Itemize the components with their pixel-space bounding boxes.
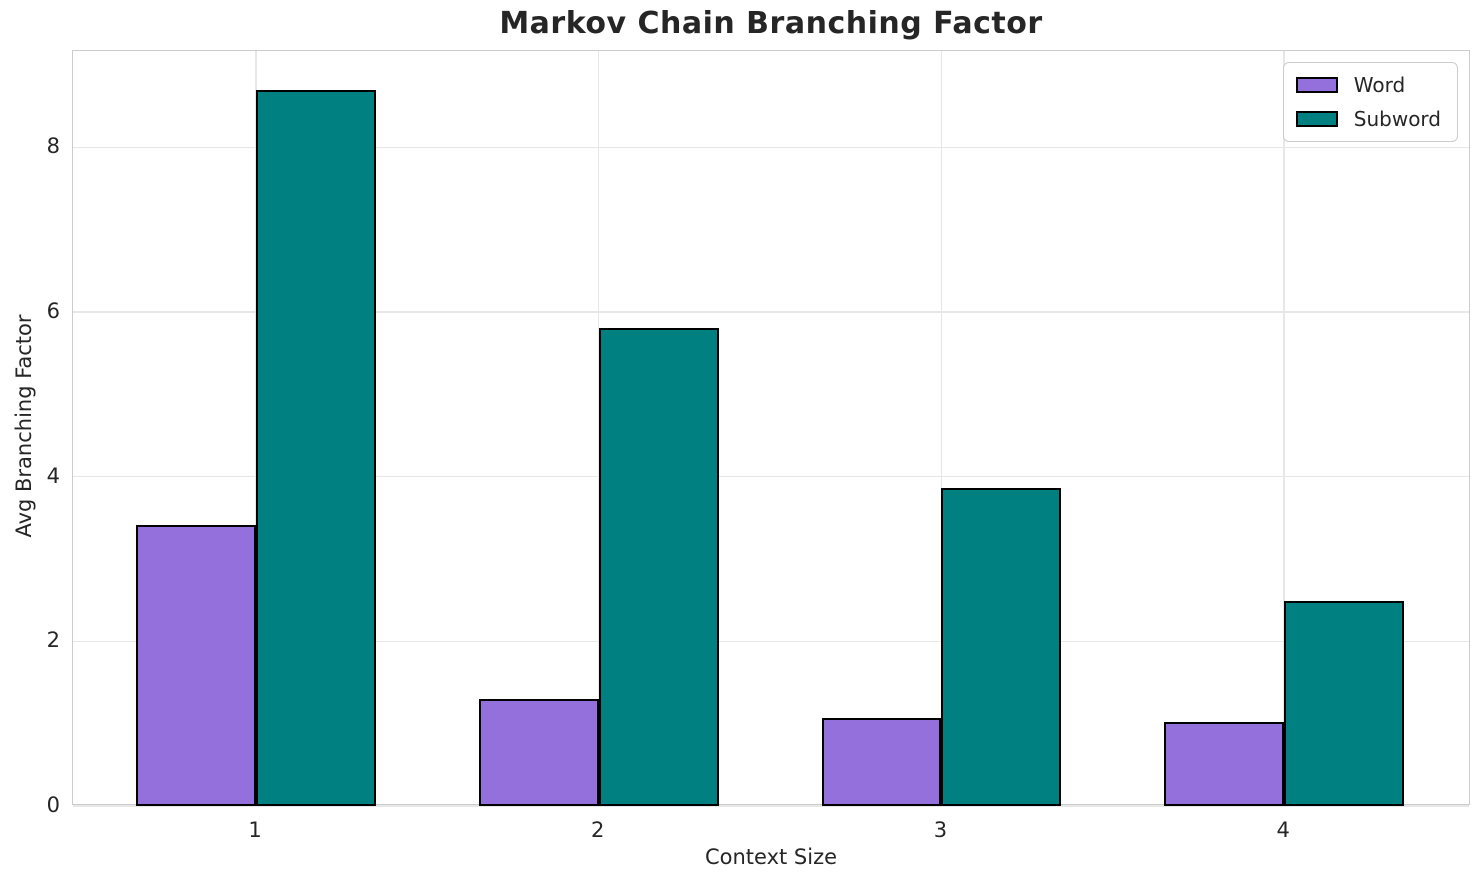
y-axis-label: Avg Branching Factor (12, 314, 36, 538)
plot-area (72, 50, 1470, 807)
y-tick-label: 2 (46, 628, 60, 653)
bar-subword-1 (256, 89, 376, 806)
bar-subword-4 (1284, 600, 1405, 806)
x-gridline (940, 51, 943, 804)
y-gridline (73, 475, 1469, 478)
bar-subword-3 (941, 488, 1062, 806)
bar-word-1 (136, 525, 257, 806)
x-tick-label: 3 (933, 818, 948, 842)
legend-entry-word: Word (1295, 73, 1441, 97)
y-gridline (73, 640, 1469, 643)
y-tick-label: 8 (46, 134, 60, 159)
legend-swatch-word (1295, 77, 1338, 93)
bar-word-2 (478, 698, 599, 806)
y-gridline (73, 805, 1469, 807)
x-tick-label: 4 (1276, 818, 1290, 842)
chart-title: Markov Chain Branching Factor (499, 6, 1043, 41)
x-axis-label: Context Size (704, 845, 838, 869)
x-tick-label: 2 (591, 818, 605, 842)
legend-label: Word (1353, 73, 1406, 97)
y-gridline (73, 311, 1469, 313)
y-tick-label: 0 (46, 793, 60, 817)
bar-word-3 (821, 717, 942, 806)
bar-word-4 (1164, 722, 1285, 806)
x-gridline (1283, 51, 1285, 804)
x-tick-label: 1 (248, 818, 262, 842)
y-tick-label: 4 (46, 463, 60, 488)
y-gridline (73, 146, 1469, 149)
legend-swatch-subword (1295, 111, 1338, 127)
legend-label: Subword (1353, 107, 1441, 131)
bar-subword-2 (598, 327, 719, 806)
legend: Word Subword (1282, 62, 1458, 142)
legend-entry-subword: Subword (1295, 107, 1441, 131)
y-tick-label: 6 (46, 298, 60, 323)
